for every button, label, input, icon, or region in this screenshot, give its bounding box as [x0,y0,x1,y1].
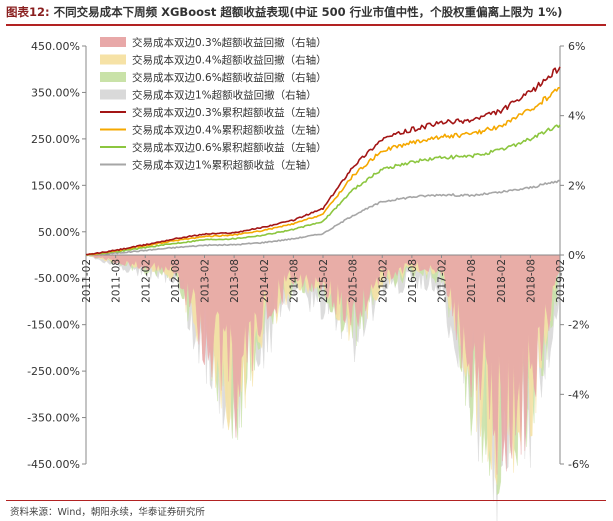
left-tick-label: -250.00% [27,365,80,378]
right-tick-label: -4% [568,388,589,401]
x-tick-label: 2014-02 [259,259,271,303]
x-tick-label: 2015-02 [318,259,330,303]
left-tick-label: -150.00% [27,319,80,332]
cumulative-lines [85,66,561,257]
x-tick-label: 2012-02 [140,259,152,303]
cumulative-line-4 [86,179,561,257]
legend: 交易成本双边0.3%超额收益回撤（右轴） 交易成本双边0.4%超额收益回撤（右轴）… [100,36,327,172]
figure-title-text: 不同交易成本下周频 XGBoost 超额收益表现(中证 500 行业市值中性，个… [53,5,563,19]
left-tick-label: -450.00% [27,458,80,471]
cumulative-line-2 [86,87,560,256]
left-tick-label: 150.00% [31,179,80,192]
legend-swatch [100,72,126,82]
x-tick-label: 2017-02 [437,259,449,303]
left-tick-label: 350.00% [31,86,80,99]
right-tick-label: 6% [568,40,585,53]
x-tick-label: 2016-02 [377,259,389,303]
x-tick-label: 2013-08 [229,259,241,303]
legend-swatch [100,37,126,47]
source-rule [6,500,606,501]
legend-label: 交易成本双边0.3%超额收益回撤（右轴） [132,36,327,49]
x-tick-label: 2017-08 [466,259,478,303]
legend-label: 交易成本双边0.4%累积超额收益（左轴） [132,124,327,137]
right-tick-label: 0% [568,249,585,262]
title-rule [6,24,606,26]
left-tick-label: 450.00% [31,40,80,53]
legend-label: 交易成本双边0.4%超额收益回撤（右轴） [132,54,327,67]
legend-swatch [100,54,126,65]
legend-swatch [100,89,126,100]
figure-label: 图表12: [6,5,50,19]
cumulative-line-3 [85,124,561,256]
x-tick-label: 2019-02 [555,259,567,303]
figure-source: 资料来源：Wind，朝阳永续，华泰证券研究所 [10,507,205,518]
x-tick-label: 2012-08 [170,259,182,303]
x-tick-label: 2011-02 [81,259,93,303]
right-tick-label: -2% [568,319,589,332]
x-tick-label: 2011-08 [111,259,123,303]
x-tick-label: 2013-02 [200,259,212,303]
legend-label: 交易成本双边0.6%累积超额收益（左轴） [132,141,327,154]
legend-label: 交易成本双边1%累积超额收益（左轴） [132,159,317,172]
x-tick-label: 2015-08 [348,259,360,303]
x-tick-label: 2018-02 [496,259,508,303]
left-tick-label: -50.00% [34,272,80,285]
legend-label: 交易成本双边0.6%超额收益回撤（右轴） [132,71,327,84]
x-tick-label: 2018-08 [525,259,537,303]
drawdown-areas [85,254,561,521]
x-tick-label: 2014-08 [288,259,300,303]
legend-label: 交易成本双边0.3%累积超额收益（左轴） [132,106,327,119]
left-tick-label: -350.00% [27,412,80,425]
drawdown-area-1 [85,254,561,475]
x-tick-label: 2016-08 [407,259,419,303]
right-tick-label: 4% [568,110,585,123]
right-tick-label: 2% [568,179,585,192]
right-tick-label: -6% [568,458,589,471]
left-tick-label: 250.00% [31,133,80,146]
legend-label: 交易成本双边1%超额收益回撤（右轴） [132,89,317,102]
left-tick-label: 50.00% [38,226,80,239]
x-tick-labels: 2011-02 2011-08 2012-02 2012-08 2013-02 2013-… [81,255,567,303]
cumulative-line-1 [85,66,561,256]
figure-title: 图表12: 不同交易成本下周频 XGBoost 超额收益表现(中证 500 行业… [6,4,606,22]
